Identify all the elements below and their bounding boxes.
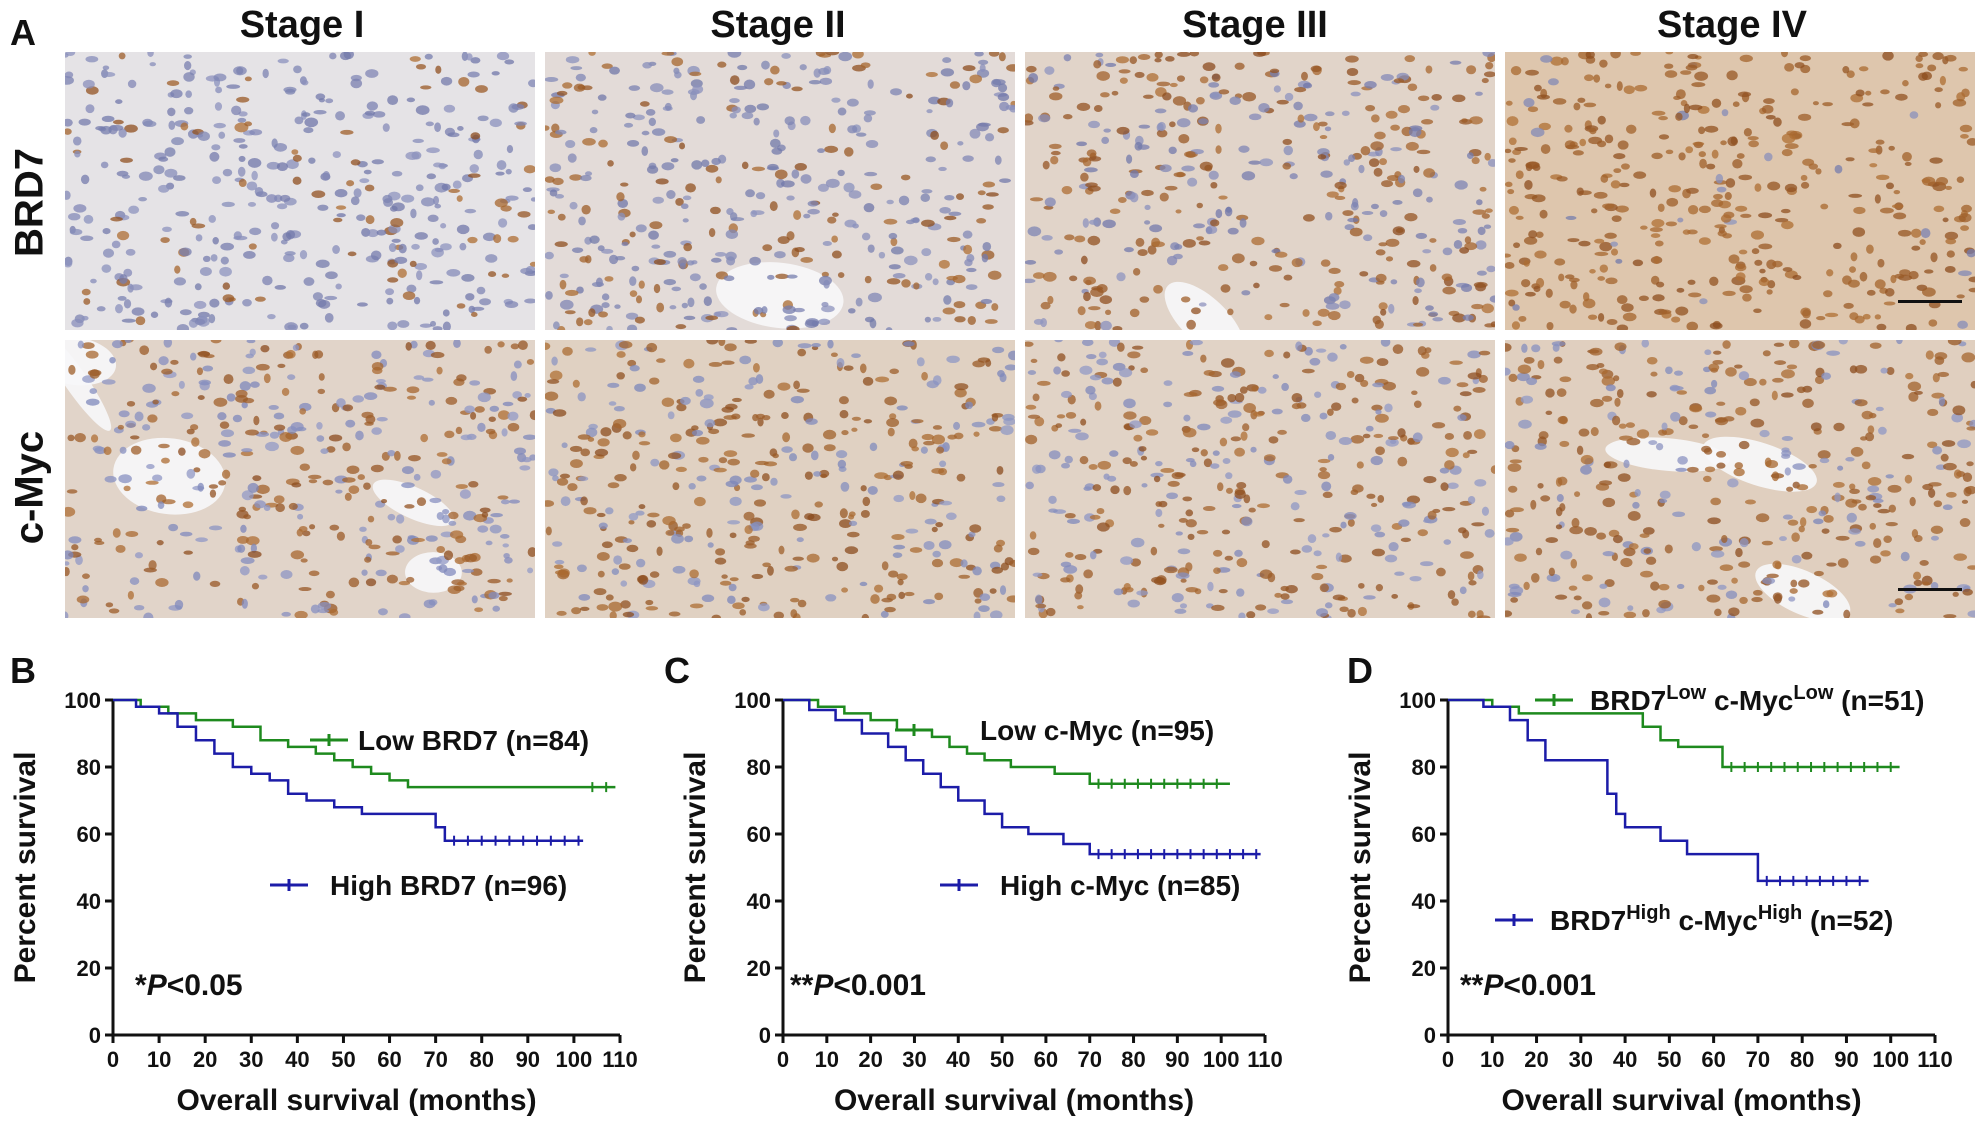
y-tick-label: 100	[64, 688, 101, 713]
x-tick-label: 80	[469, 1047, 493, 1072]
stage-label-4: Stage IV	[1657, 4, 1807, 46]
x-tick-label: 10	[147, 1047, 171, 1072]
y-tick-label: 20	[77, 956, 101, 981]
x-axis-label: Overall survival (months)	[1501, 1084, 1861, 1117]
survival-chart-d: 0 20 40 60 80 100 0 10 20 30 40 50 60 70 80 90 100 110 Ove…	[1320, 655, 1980, 1125]
y-tick-label: 0	[759, 1023, 771, 1048]
x-tick-label: 90	[1834, 1047, 1858, 1072]
p-value-annotation: **P<0.001	[1460, 969, 1596, 1002]
stage-label-2: Stage II	[710, 4, 846, 46]
micrograph-cmyc-stage-4	[1505, 340, 1975, 618]
y-tick-label: 40	[77, 889, 101, 914]
x-tick-label: 90	[1165, 1047, 1189, 1072]
micrograph-brd7-stage-4	[1505, 52, 1975, 330]
panel-letter-c: C	[664, 650, 690, 691]
y-tick-label: 80	[1412, 755, 1436, 780]
x-axis-label: Overall survival (months)	[834, 1084, 1194, 1117]
x-tick-label: 60	[1701, 1047, 1725, 1072]
y-tick-label: 0	[1424, 1023, 1436, 1048]
x-tick-label: 110	[1247, 1047, 1283, 1072]
y-axis-label: Percent survival	[9, 752, 42, 984]
y-axis-label: Percent survival	[679, 752, 712, 984]
x-tick-label: 110	[1917, 1047, 1953, 1072]
x-tick-label: 50	[331, 1047, 355, 1072]
y-tick-label: 20	[747, 956, 771, 981]
x-tick-label: 0	[777, 1047, 789, 1072]
y-tick-label: 100	[734, 688, 771, 713]
legend-label: Low BRD7 (n=84)	[358, 725, 589, 756]
y-tick-label: 40	[747, 889, 771, 914]
y-tick-label: 100	[1399, 688, 1436, 713]
scale-bar	[1898, 588, 1962, 591]
micrograph-cmyc-stage-1	[65, 340, 535, 618]
series-line-low	[783, 698, 1230, 785]
x-tick-label: 70	[423, 1047, 447, 1072]
scale-bar	[1898, 300, 1962, 303]
stage-label-3: Stage III	[1182, 4, 1328, 46]
x-tick-label: 60	[1034, 1047, 1058, 1072]
x-tick-label: 30	[239, 1047, 263, 1072]
x-tick-label: 0	[1442, 1047, 1454, 1072]
legend-label: High BRD7 (n=96)	[330, 870, 567, 901]
legend-label: BRD7Low c-MycLow (n=51)	[1590, 682, 1924, 716]
x-tick-label: 100	[1203, 1047, 1240, 1072]
micrograph-cmyc-stage-2	[545, 340, 1015, 618]
x-tick-label: 80	[1790, 1047, 1814, 1072]
micrograph-brd7-stage-2	[545, 52, 1015, 330]
series-line-high	[113, 698, 584, 842]
survival-chart-c: 0 20 40 60 80 100 0 10 20 30 40 50 60 70 80 90 100 110 Ove…	[655, 655, 1315, 1125]
y-tick-label: 60	[747, 822, 771, 847]
p-value-annotation: **P<0.001	[790, 969, 926, 1002]
x-tick-label: 40	[946, 1047, 970, 1072]
row-label-cmyc: c-Myc	[7, 430, 52, 545]
panel-letter-a: A	[10, 12, 36, 53]
y-tick-label: 20	[1412, 956, 1436, 981]
x-tick-label: 10	[815, 1047, 839, 1072]
panel-letter-b: B	[10, 650, 36, 691]
x-tick-label: 20	[193, 1047, 217, 1072]
x-tick-label: 50	[990, 1047, 1014, 1072]
x-tick-label: 70	[1077, 1047, 1101, 1072]
series-line-low	[1448, 698, 1900, 769]
y-tick-label: 60	[77, 822, 101, 847]
x-tick-label: 10	[1480, 1047, 1504, 1072]
series-line-high	[1448, 698, 1869, 883]
x-tick-label: 60	[377, 1047, 401, 1072]
x-tick-label: 40	[1613, 1047, 1637, 1072]
series-line-high	[783, 698, 1261, 856]
x-tick-label: 50	[1657, 1047, 1681, 1072]
x-tick-label: 30	[1569, 1047, 1593, 1072]
micrograph-cmyc-stage-3	[1025, 340, 1495, 618]
legend-label: Low c-Myc (n=95)	[980, 715, 1214, 746]
y-axis-label: Percent survival	[1344, 752, 1377, 984]
row-label-brd7: BRD7	[7, 148, 52, 257]
x-axis-label: Overall survival (months)	[176, 1084, 536, 1117]
x-tick-label: 100	[556, 1047, 593, 1072]
y-tick-label: 0	[89, 1023, 101, 1048]
y-tick-label: 60	[1412, 822, 1436, 847]
y-tick-label: 80	[77, 755, 101, 780]
x-tick-label: 0	[107, 1047, 119, 1072]
x-tick-label: 80	[1121, 1047, 1145, 1072]
micrograph-brd7-stage-3	[1025, 52, 1495, 330]
legend-label: BRD7High c-MycHigh (n=52)	[1550, 902, 1893, 936]
legend-label: High c-Myc (n=85)	[1000, 870, 1240, 901]
panel-letter-d: D	[1347, 650, 1373, 691]
x-tick-label: 30	[902, 1047, 926, 1072]
x-tick-label: 20	[1524, 1047, 1548, 1072]
x-tick-label: 40	[285, 1047, 309, 1072]
y-tick-label: 80	[747, 755, 771, 780]
stage-label-1: Stage I	[239, 4, 365, 46]
x-tick-label: 70	[1746, 1047, 1770, 1072]
p-value-annotation: *P<0.05	[135, 969, 243, 1002]
micrograph-brd7-stage-1	[65, 52, 535, 330]
x-tick-label: 100	[1872, 1047, 1909, 1072]
x-tick-label: 90	[516, 1047, 540, 1072]
y-tick-label: 40	[1412, 889, 1436, 914]
x-tick-label: 110	[602, 1047, 638, 1072]
survival-chart-b: 0 20 40 60 80 100 0 10 20 30 40 50 60 70 80 90 100 110 Ove…	[0, 655, 650, 1125]
x-tick-label: 20	[858, 1047, 882, 1072]
